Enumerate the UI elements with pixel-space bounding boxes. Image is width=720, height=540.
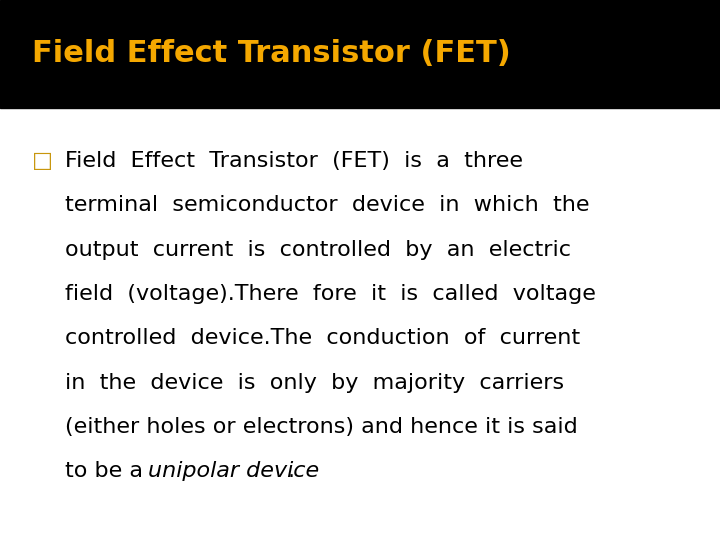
Text: output  current  is  controlled  by  an  electric: output current is controlled by an elect… bbox=[65, 240, 571, 260]
Text: (either holes or electrons) and hence it is said: (either holes or electrons) and hence it… bbox=[65, 417, 577, 437]
Text: Field  Effect  Transistor  (FET)  is  a  three: Field Effect Transistor (FET) is a three bbox=[65, 151, 523, 171]
Text: in  the  device  is  only  by  majority  carriers: in the device is only by majority carrie… bbox=[65, 373, 564, 393]
Text: unipolar device: unipolar device bbox=[148, 461, 319, 481]
Text: Field Effect Transistor (FET): Field Effect Transistor (FET) bbox=[32, 39, 511, 69]
Text: field  (voltage).There  fore  it  is  called  voltage: field (voltage).There fore it is called … bbox=[65, 284, 595, 304]
Text: to be a: to be a bbox=[65, 461, 150, 481]
Text: .: . bbox=[288, 461, 295, 481]
Text: □: □ bbox=[32, 151, 53, 171]
Bar bbox=[0, 0, 720, 108]
Text: controlled  device.The  conduction  of  current: controlled device.The conduction of curr… bbox=[65, 328, 580, 348]
Text: terminal  semiconductor  device  in  which  the: terminal semiconductor device in which t… bbox=[65, 195, 589, 215]
